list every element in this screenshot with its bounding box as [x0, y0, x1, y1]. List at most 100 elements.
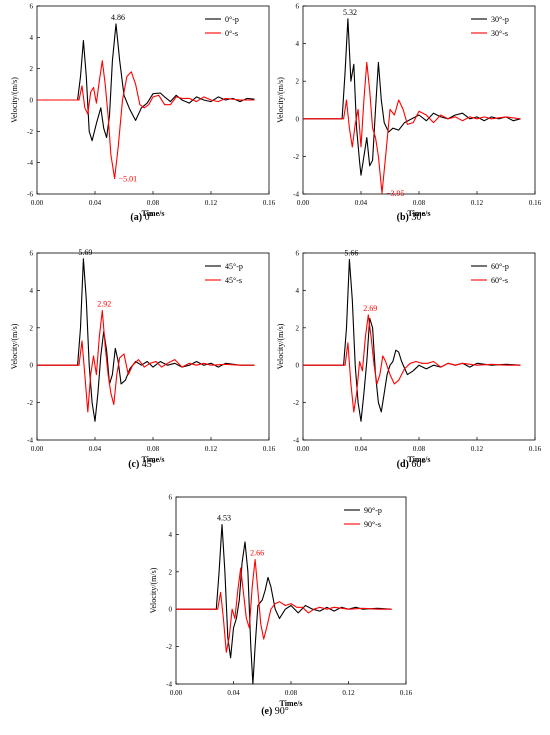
x-tick-label: 0.04	[355, 445, 368, 453]
y-tick-label: 0	[30, 97, 34, 105]
x-tick-label: 0.04	[355, 199, 368, 207]
y-tick-label: -4	[27, 437, 33, 445]
peak-annotation: −3.95	[386, 189, 405, 198]
panel-caption-angle: 30°	[409, 212, 426, 223]
panel-caption: (a) 0°	[130, 212, 153, 223]
x-tick-label: 0.08	[413, 445, 426, 453]
y-axis-label: Velocity/(m/s)	[10, 77, 19, 123]
chart-panel-3: 0.00 0.04 0.08 0.12 0.16 -4 -2 0 2 4 6 Time/s Veloci…	[10, 248, 276, 470]
y-tick-label: 6	[296, 250, 300, 258]
panel-caption-angle: 60°	[409, 459, 426, 470]
legend-label: 90°-p	[364, 506, 382, 515]
peak-annotation: 2.69	[363, 304, 377, 313]
y-tick-label: -2	[27, 399, 33, 407]
y-tick-label: 2	[296, 78, 300, 86]
y-tick-label: -6	[27, 191, 33, 199]
y-tick-label: 6	[296, 3, 300, 11]
legend-label: 60°-s	[491, 276, 508, 285]
x-axis-label: Time/s	[280, 699, 303, 708]
y-tick-label: 4	[296, 40, 300, 48]
legend-label: 45°-s	[225, 276, 242, 285]
x-tick-label: 0.12	[205, 445, 218, 453]
y-tick-label: 6	[30, 3, 34, 11]
panel-caption: (e) 90°	[261, 706, 289, 717]
series-line-s	[37, 310, 255, 413]
x-axis-label: Time/s	[142, 455, 165, 464]
y-tick-label: 2	[169, 568, 173, 576]
x-tick-label: 0.16	[529, 445, 542, 453]
series-line-p	[176, 523, 392, 685]
x-tick-label: 0.04	[89, 199, 102, 207]
panel-caption: (b) 30°	[397, 212, 426, 223]
x-tick-label: 0.04	[89, 445, 102, 453]
series-line-p	[303, 18, 521, 176]
x-tick-label: 0.04	[227, 689, 240, 697]
y-tick-label: 4	[296, 287, 300, 295]
peak-annotation: 4.53	[217, 513, 231, 522]
peak-annotation: 5.66	[344, 248, 358, 257]
series-line-s	[303, 314, 521, 413]
peak-annotation: 4.86	[111, 13, 125, 22]
x-tick-label: 0.00	[31, 199, 44, 207]
y-tick-label: -4	[27, 159, 33, 167]
x-tick-label: 0.00	[31, 445, 44, 453]
x-tick-label: 0.16	[263, 445, 276, 453]
y-axis-label: Velocity/(m/s)	[149, 567, 158, 613]
y-tick-label: -4	[293, 191, 299, 199]
y-tick-label: 4	[30, 287, 34, 295]
x-tick-label: 0.08	[285, 689, 298, 697]
x-tick-label: 0.08	[147, 199, 160, 207]
y-tick-label: 2	[30, 324, 34, 332]
legend-label: 0°-p	[225, 15, 239, 24]
y-tick-label: 6	[169, 494, 173, 502]
legend-label: 90°-s	[364, 520, 381, 529]
y-tick-label: 2	[296, 324, 300, 332]
y-tick-label: 4	[169, 531, 173, 539]
y-tick-label: -2	[27, 128, 33, 136]
x-tick-label: 0.08	[147, 445, 160, 453]
y-tick-label: 0	[296, 115, 300, 123]
panel-caption: (d) 60°	[397, 459, 426, 470]
y-tick-label: 4	[30, 34, 34, 42]
x-tick-label: 0.12	[205, 199, 218, 207]
y-axis-label: Velocity/(m/s)	[276, 323, 285, 369]
legend-label: 0°-s	[225, 29, 238, 38]
panel-caption-letter: (c)	[128, 459, 139, 470]
x-tick-label: 0.12	[471, 445, 484, 453]
y-tick-label: 2	[30, 65, 34, 73]
x-tick-label: 0.00	[170, 689, 183, 697]
chart-panel-1: 0.00 0.04 0.08 0.12 0.16 -6 -4 -2 0 2 4 6 Time/s Velo…	[10, 3, 276, 224]
y-tick-label: 0	[169, 606, 173, 614]
x-tick-label: 0.00	[297, 199, 310, 207]
series-line-p	[37, 258, 255, 422]
panel-caption-angle: 0°	[142, 212, 154, 223]
y-tick-label: 0	[296, 362, 300, 370]
series-line-s	[303, 61, 521, 194]
chart-panel-5: 0.00 0.04 0.08 0.12 0.16 -4 -2 0 2 4 6 Time/s Veloci…	[149, 494, 413, 718]
x-tick-label: 0.16	[263, 199, 276, 207]
panel-caption-letter: (a)	[130, 212, 142, 223]
panel-caption-letter: (b)	[397, 212, 409, 223]
y-tick-label: -4	[166, 681, 172, 689]
peak-annotation: 5.32	[343, 8, 357, 17]
x-axis-label: Time/s	[142, 209, 165, 218]
y-axis-label: Velocity/(m/s)	[10, 323, 19, 369]
series-line-p	[37, 23, 255, 142]
legend-label: 45°-p	[225, 262, 243, 271]
peak-annotation: 2.66	[250, 548, 264, 557]
legend-label: 30°-p	[491, 15, 509, 24]
chart-panel-4: 0.00 0.04 0.08 0.12 0.16 -4 -2 0 2 4 6 Time/s Veloci…	[276, 248, 542, 470]
y-tick-label: -2	[293, 153, 299, 161]
x-tick-label: 0.16	[400, 689, 413, 697]
peak-annotation: −5.01	[119, 174, 138, 183]
legend-label: 30°-s	[491, 29, 508, 38]
panel-caption-letter: (d)	[397, 459, 409, 470]
x-axis-label: Time/s	[408, 209, 431, 218]
series-line-p	[303, 258, 521, 422]
x-tick-label: 0.00	[297, 445, 310, 453]
x-tick-label: 0.08	[413, 199, 426, 207]
y-tick-label: 6	[30, 250, 34, 258]
x-axis-label: Time/s	[408, 455, 431, 464]
panel-caption: (c) 45°	[128, 459, 156, 470]
